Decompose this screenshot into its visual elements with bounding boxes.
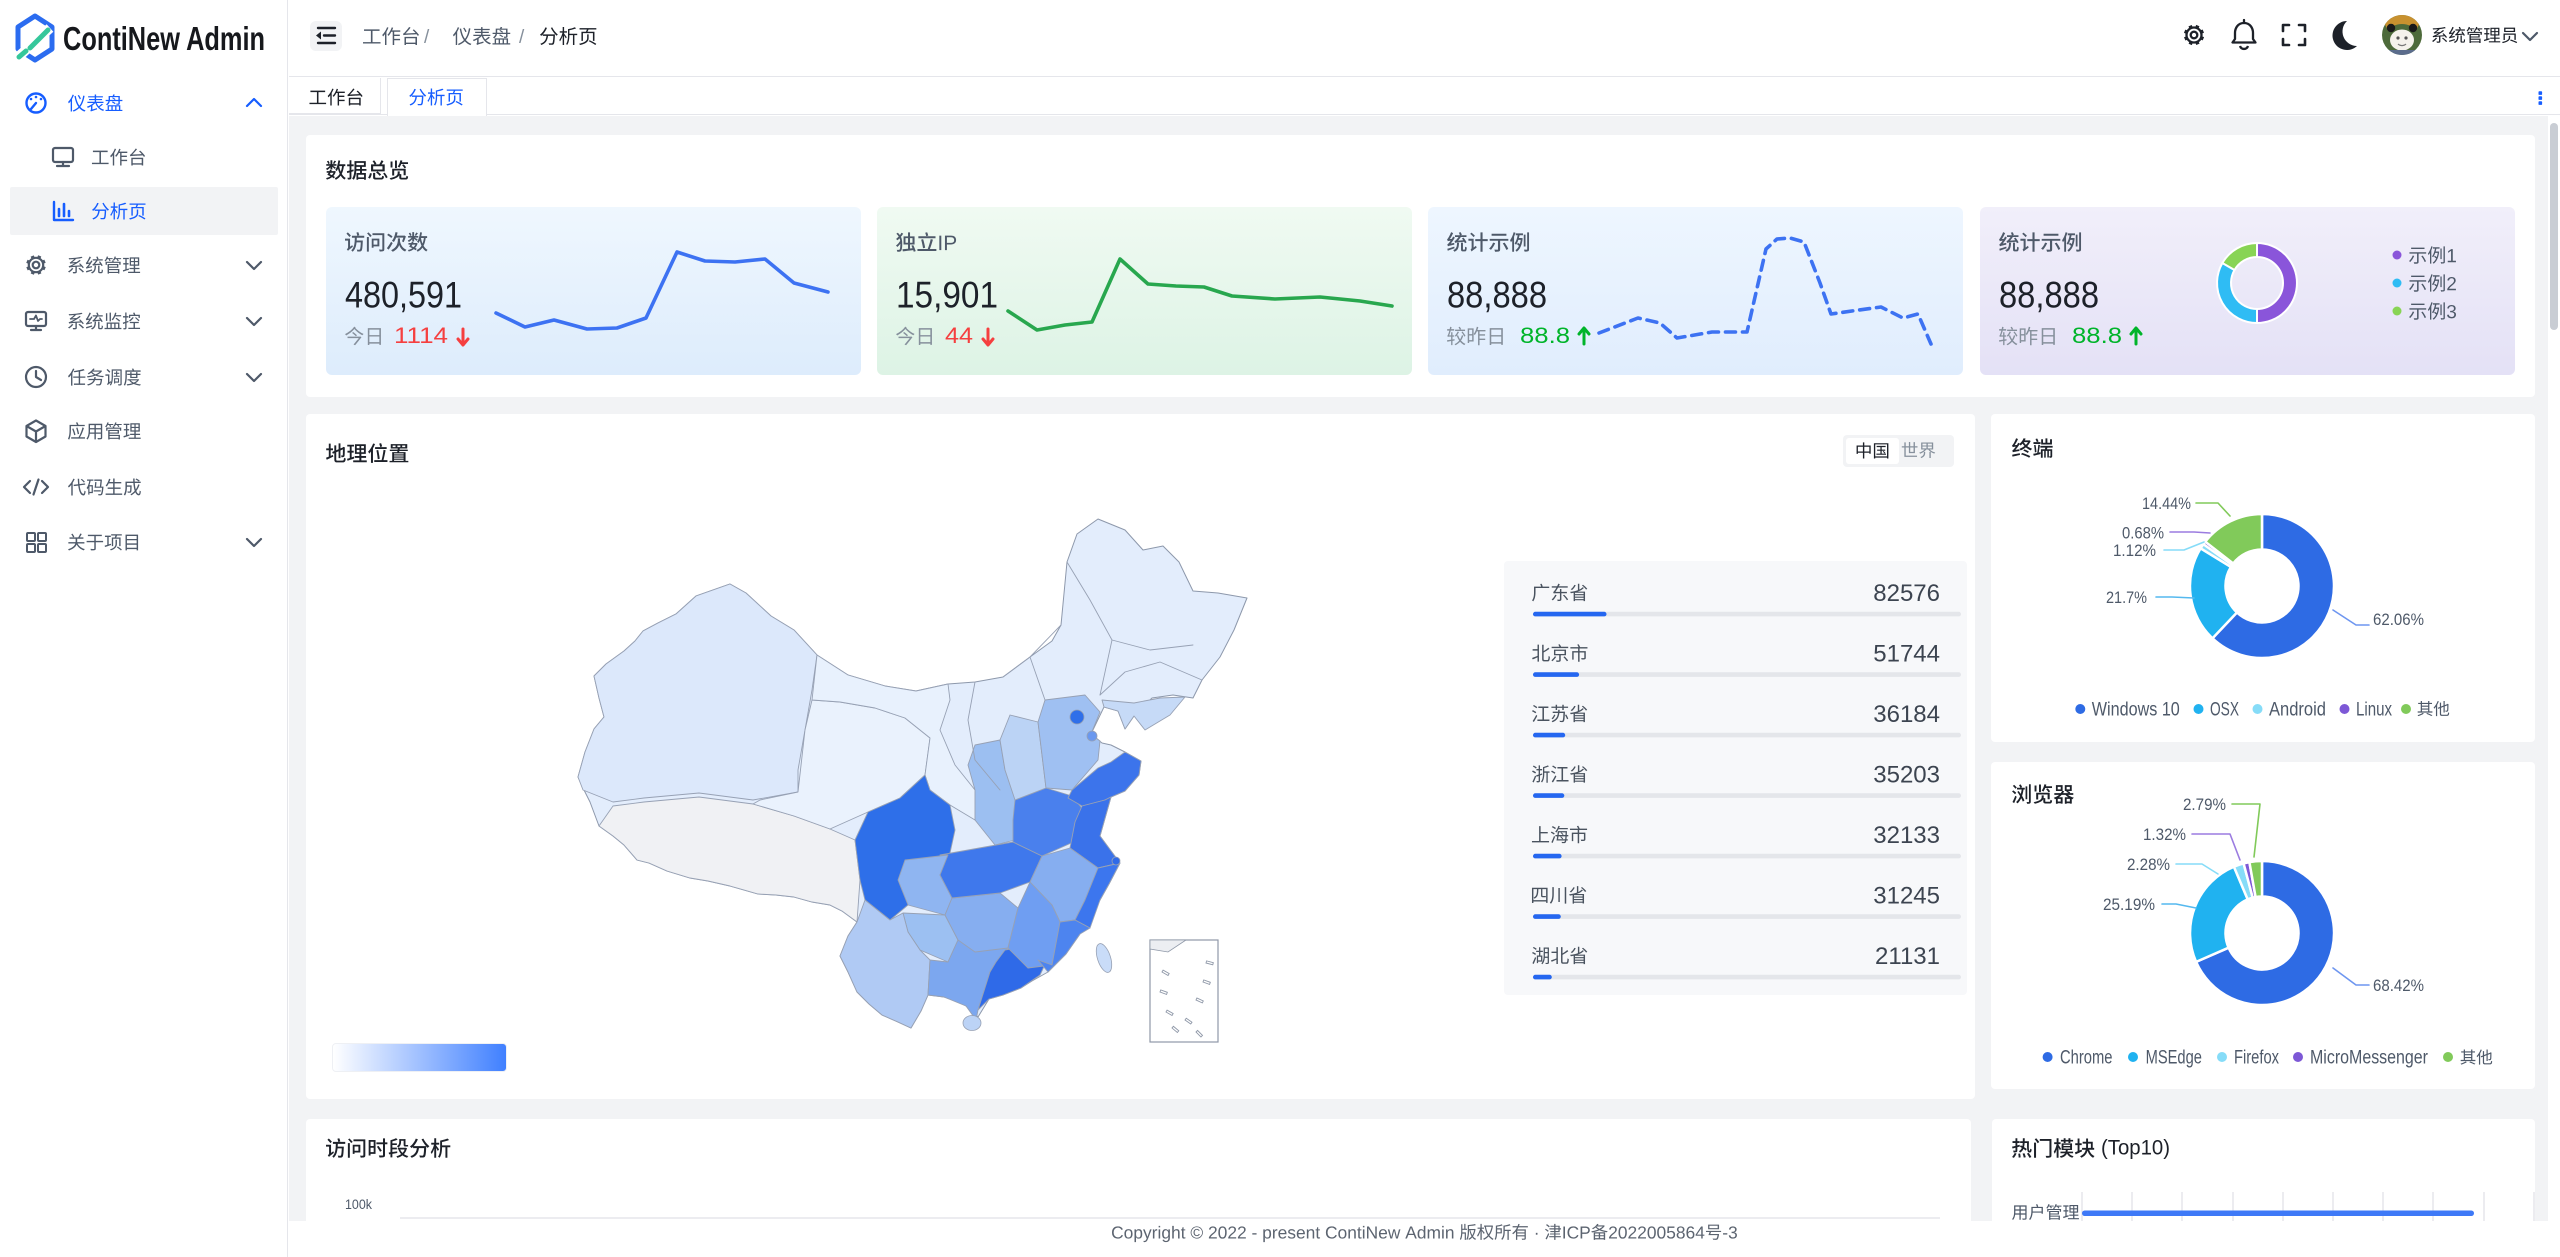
svg-text:1.12%: 1.12% bbox=[2113, 541, 2156, 560]
svg-text:100k: 100k bbox=[345, 1197, 372, 1212]
svg-text:62.06%: 62.06% bbox=[2373, 610, 2424, 629]
svg-text:2.28%: 2.28% bbox=[2127, 855, 2170, 874]
svg-text:44: 44 bbox=[945, 323, 973, 348]
svg-text:Firefox: Firefox bbox=[2234, 1048, 2279, 1069]
svg-text:/: / bbox=[519, 27, 525, 48]
svg-text:/: / bbox=[424, 27, 430, 48]
svg-text:36184: 36184 bbox=[1873, 701, 1940, 728]
svg-text:15,901: 15,901 bbox=[896, 274, 998, 316]
svg-text:Android: Android bbox=[2269, 700, 2326, 721]
svg-text:68.42%: 68.42% bbox=[2373, 976, 2424, 995]
svg-text:MicroMessenger: MicroMessenger bbox=[2310, 1048, 2429, 1069]
svg-text:88,888: 88,888 bbox=[1447, 274, 1547, 316]
svg-text:21131: 21131 bbox=[1875, 943, 1940, 970]
svg-text:2.79%: 2.79% bbox=[2183, 795, 2226, 814]
svg-text:31245: 31245 bbox=[1873, 883, 1940, 910]
svg-text:ContiNew Admin: ContiNew Admin bbox=[63, 20, 265, 57]
svg-text:Chrome: Chrome bbox=[2060, 1048, 2113, 1069]
svg-text:51744: 51744 bbox=[1873, 641, 1940, 668]
svg-text:(Top10): (Top10) bbox=[2101, 1137, 2170, 1160]
svg-text:88.8: 88.8 bbox=[1520, 323, 1570, 348]
svg-text:MSEdge: MSEdge bbox=[2146, 1048, 2202, 1069]
svg-text:14.44%: 14.44% bbox=[2142, 494, 2191, 513]
svg-text:32133: 32133 bbox=[1873, 822, 1940, 849]
svg-text:88,888: 88,888 bbox=[1999, 274, 2099, 316]
svg-text:Linux: Linux bbox=[2356, 700, 2392, 721]
svg-text:25.19%: 25.19% bbox=[2103, 895, 2155, 914]
svg-text:35203: 35203 bbox=[1873, 762, 1940, 789]
svg-text:1114: 1114 bbox=[394, 323, 448, 348]
svg-text:OSX: OSX bbox=[2210, 700, 2239, 721]
svg-text:480,591: 480,591 bbox=[345, 274, 462, 316]
svg-text:0.68%: 0.68% bbox=[2122, 524, 2164, 543]
svg-text:82576: 82576 bbox=[1873, 580, 1940, 607]
svg-text:1.32%: 1.32% bbox=[2143, 825, 2186, 844]
svg-text:Windows 10: Windows 10 bbox=[2092, 700, 2180, 721]
svg-text:88.8: 88.8 bbox=[2072, 323, 2122, 348]
svg-text:21.7%: 21.7% bbox=[2106, 588, 2147, 607]
